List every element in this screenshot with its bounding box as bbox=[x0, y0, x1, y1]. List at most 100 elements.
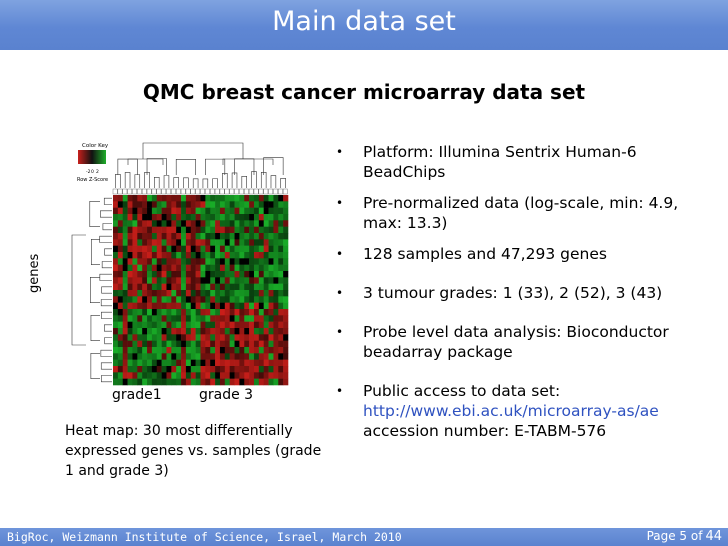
heatmap-cell bbox=[127, 378, 133, 386]
heatmap-cell bbox=[210, 296, 216, 303]
sample-marker bbox=[263, 188, 269, 195]
heatmap-cell bbox=[244, 277, 250, 284]
heatmap-cell bbox=[278, 309, 284, 316]
heatmap-cell bbox=[278, 296, 284, 303]
heatmap-cell bbox=[219, 347, 226, 354]
heatmap-cell bbox=[161, 233, 167, 240]
sample-grade-bar bbox=[112, 188, 288, 195]
heatmap-cell bbox=[273, 353, 279, 360]
heatmap-cell bbox=[161, 309, 167, 316]
sample-marker bbox=[151, 188, 157, 195]
heatmap-cell bbox=[268, 366, 274, 373]
dendrogram-branch bbox=[163, 175, 170, 188]
heatmap-cell bbox=[132, 214, 138, 221]
heatmap-cell bbox=[200, 264, 206, 272]
heatmap-cell bbox=[224, 321, 230, 329]
heatmap-cell bbox=[210, 245, 216, 253]
heatmap-cell bbox=[205, 353, 211, 360]
heatmap-cell bbox=[229, 233, 235, 240]
heatmap-cell bbox=[156, 290, 162, 297]
heatmap-cell bbox=[151, 353, 158, 360]
heatmap-cell bbox=[127, 195, 133, 202]
heatmap-cell bbox=[151, 245, 158, 253]
heatmap-cell bbox=[215, 264, 221, 272]
heatmap-cell bbox=[122, 321, 128, 329]
heatmap-cell bbox=[239, 252, 245, 259]
heatmap-cell bbox=[258, 220, 264, 227]
heatmap-cell bbox=[253, 302, 260, 310]
heatmap-cell bbox=[190, 220, 196, 227]
heatmap-cell bbox=[239, 328, 245, 335]
heatmap-cell bbox=[195, 271, 201, 278]
heatmap-cell bbox=[113, 245, 119, 253]
heatmap-cell bbox=[215, 359, 221, 367]
heatmap-cell bbox=[176, 245, 182, 253]
heatmap-cell bbox=[176, 372, 182, 379]
heatmap-cell bbox=[171, 378, 177, 386]
heatmap-cell bbox=[253, 296, 260, 303]
heatmap-cell bbox=[151, 220, 158, 227]
heatmap-cell bbox=[166, 347, 172, 354]
sample-marker bbox=[141, 188, 147, 195]
heatmap-cell bbox=[258, 353, 264, 360]
heatmap-cell bbox=[253, 214, 260, 221]
heatmap-cell bbox=[181, 277, 187, 284]
heatmap-cell bbox=[176, 271, 182, 278]
sample-marker bbox=[248, 188, 254, 195]
heatmap-cell bbox=[113, 258, 119, 265]
heatmap-cell bbox=[224, 296, 230, 303]
heatmap-cell bbox=[195, 277, 201, 284]
heatmap-cell bbox=[181, 233, 187, 240]
heatmap-cell bbox=[244, 290, 250, 297]
heatmap-cell bbox=[127, 239, 133, 246]
heatmap-cell bbox=[166, 207, 172, 215]
heatmap-cell bbox=[224, 264, 230, 272]
heatmap-cell bbox=[127, 328, 133, 335]
heatmap-cell bbox=[219, 226, 226, 234]
bullet-item: • 3 tumour grades: 1 (33), 2 (52), 3 (43… bbox=[336, 283, 716, 303]
heatmap-cell bbox=[132, 283, 138, 291]
heatmap-cell bbox=[132, 271, 138, 278]
heatmap-cell bbox=[122, 359, 128, 367]
heatmap-cell bbox=[239, 321, 245, 329]
heatmap-cell bbox=[273, 214, 279, 221]
heatmap-cell bbox=[137, 226, 143, 234]
slide-footer: BigRoc, Weizmann Institute of Science, I… bbox=[0, 528, 728, 546]
heatmap-cell bbox=[273, 334, 279, 341]
heatmap-cell bbox=[210, 334, 216, 341]
data-access-link[interactable]: http://www.ebi.ac.uk/microarray-as/ae bbox=[363, 402, 659, 420]
heatmap-cell bbox=[151, 340, 158, 348]
slide-title: Main data set bbox=[272, 6, 456, 37]
heatmap-cell bbox=[122, 347, 128, 354]
heatmap-cell bbox=[122, 271, 128, 278]
heatmap-cell bbox=[249, 258, 255, 265]
heatmap-cell bbox=[147, 264, 153, 272]
heatmap-cell bbox=[147, 258, 153, 265]
heatmap-cell bbox=[215, 340, 221, 348]
heatmap-cell bbox=[278, 359, 284, 367]
heatmap-cell bbox=[117, 233, 124, 240]
heatmap-cell bbox=[229, 226, 235, 234]
heatmap-cell bbox=[263, 315, 269, 322]
heatmap-cell bbox=[215, 347, 221, 354]
heatmap-cell bbox=[147, 277, 153, 284]
heatmap-cell bbox=[283, 315, 289, 322]
heatmap-cell bbox=[244, 340, 250, 348]
heatmap-cell bbox=[258, 366, 264, 373]
heatmap-cell bbox=[137, 302, 143, 310]
heatmap-cell bbox=[137, 271, 143, 278]
heatmap-cell bbox=[137, 334, 143, 341]
heatmap-cell bbox=[156, 372, 162, 379]
heatmap-cell bbox=[219, 366, 226, 373]
heatmap-cell bbox=[142, 271, 148, 278]
heatmap-cell bbox=[171, 321, 177, 329]
heatmap-cell bbox=[185, 258, 192, 265]
heatmap-cell bbox=[224, 226, 230, 234]
heatmap-cell bbox=[156, 226, 162, 234]
heatmap-cell bbox=[278, 328, 284, 335]
heatmap-cell bbox=[132, 321, 138, 329]
heatmap-cell bbox=[249, 347, 255, 354]
heatmap-cell bbox=[249, 296, 255, 303]
heatmap-cell bbox=[278, 378, 284, 386]
heatmap-cell bbox=[268, 239, 274, 246]
